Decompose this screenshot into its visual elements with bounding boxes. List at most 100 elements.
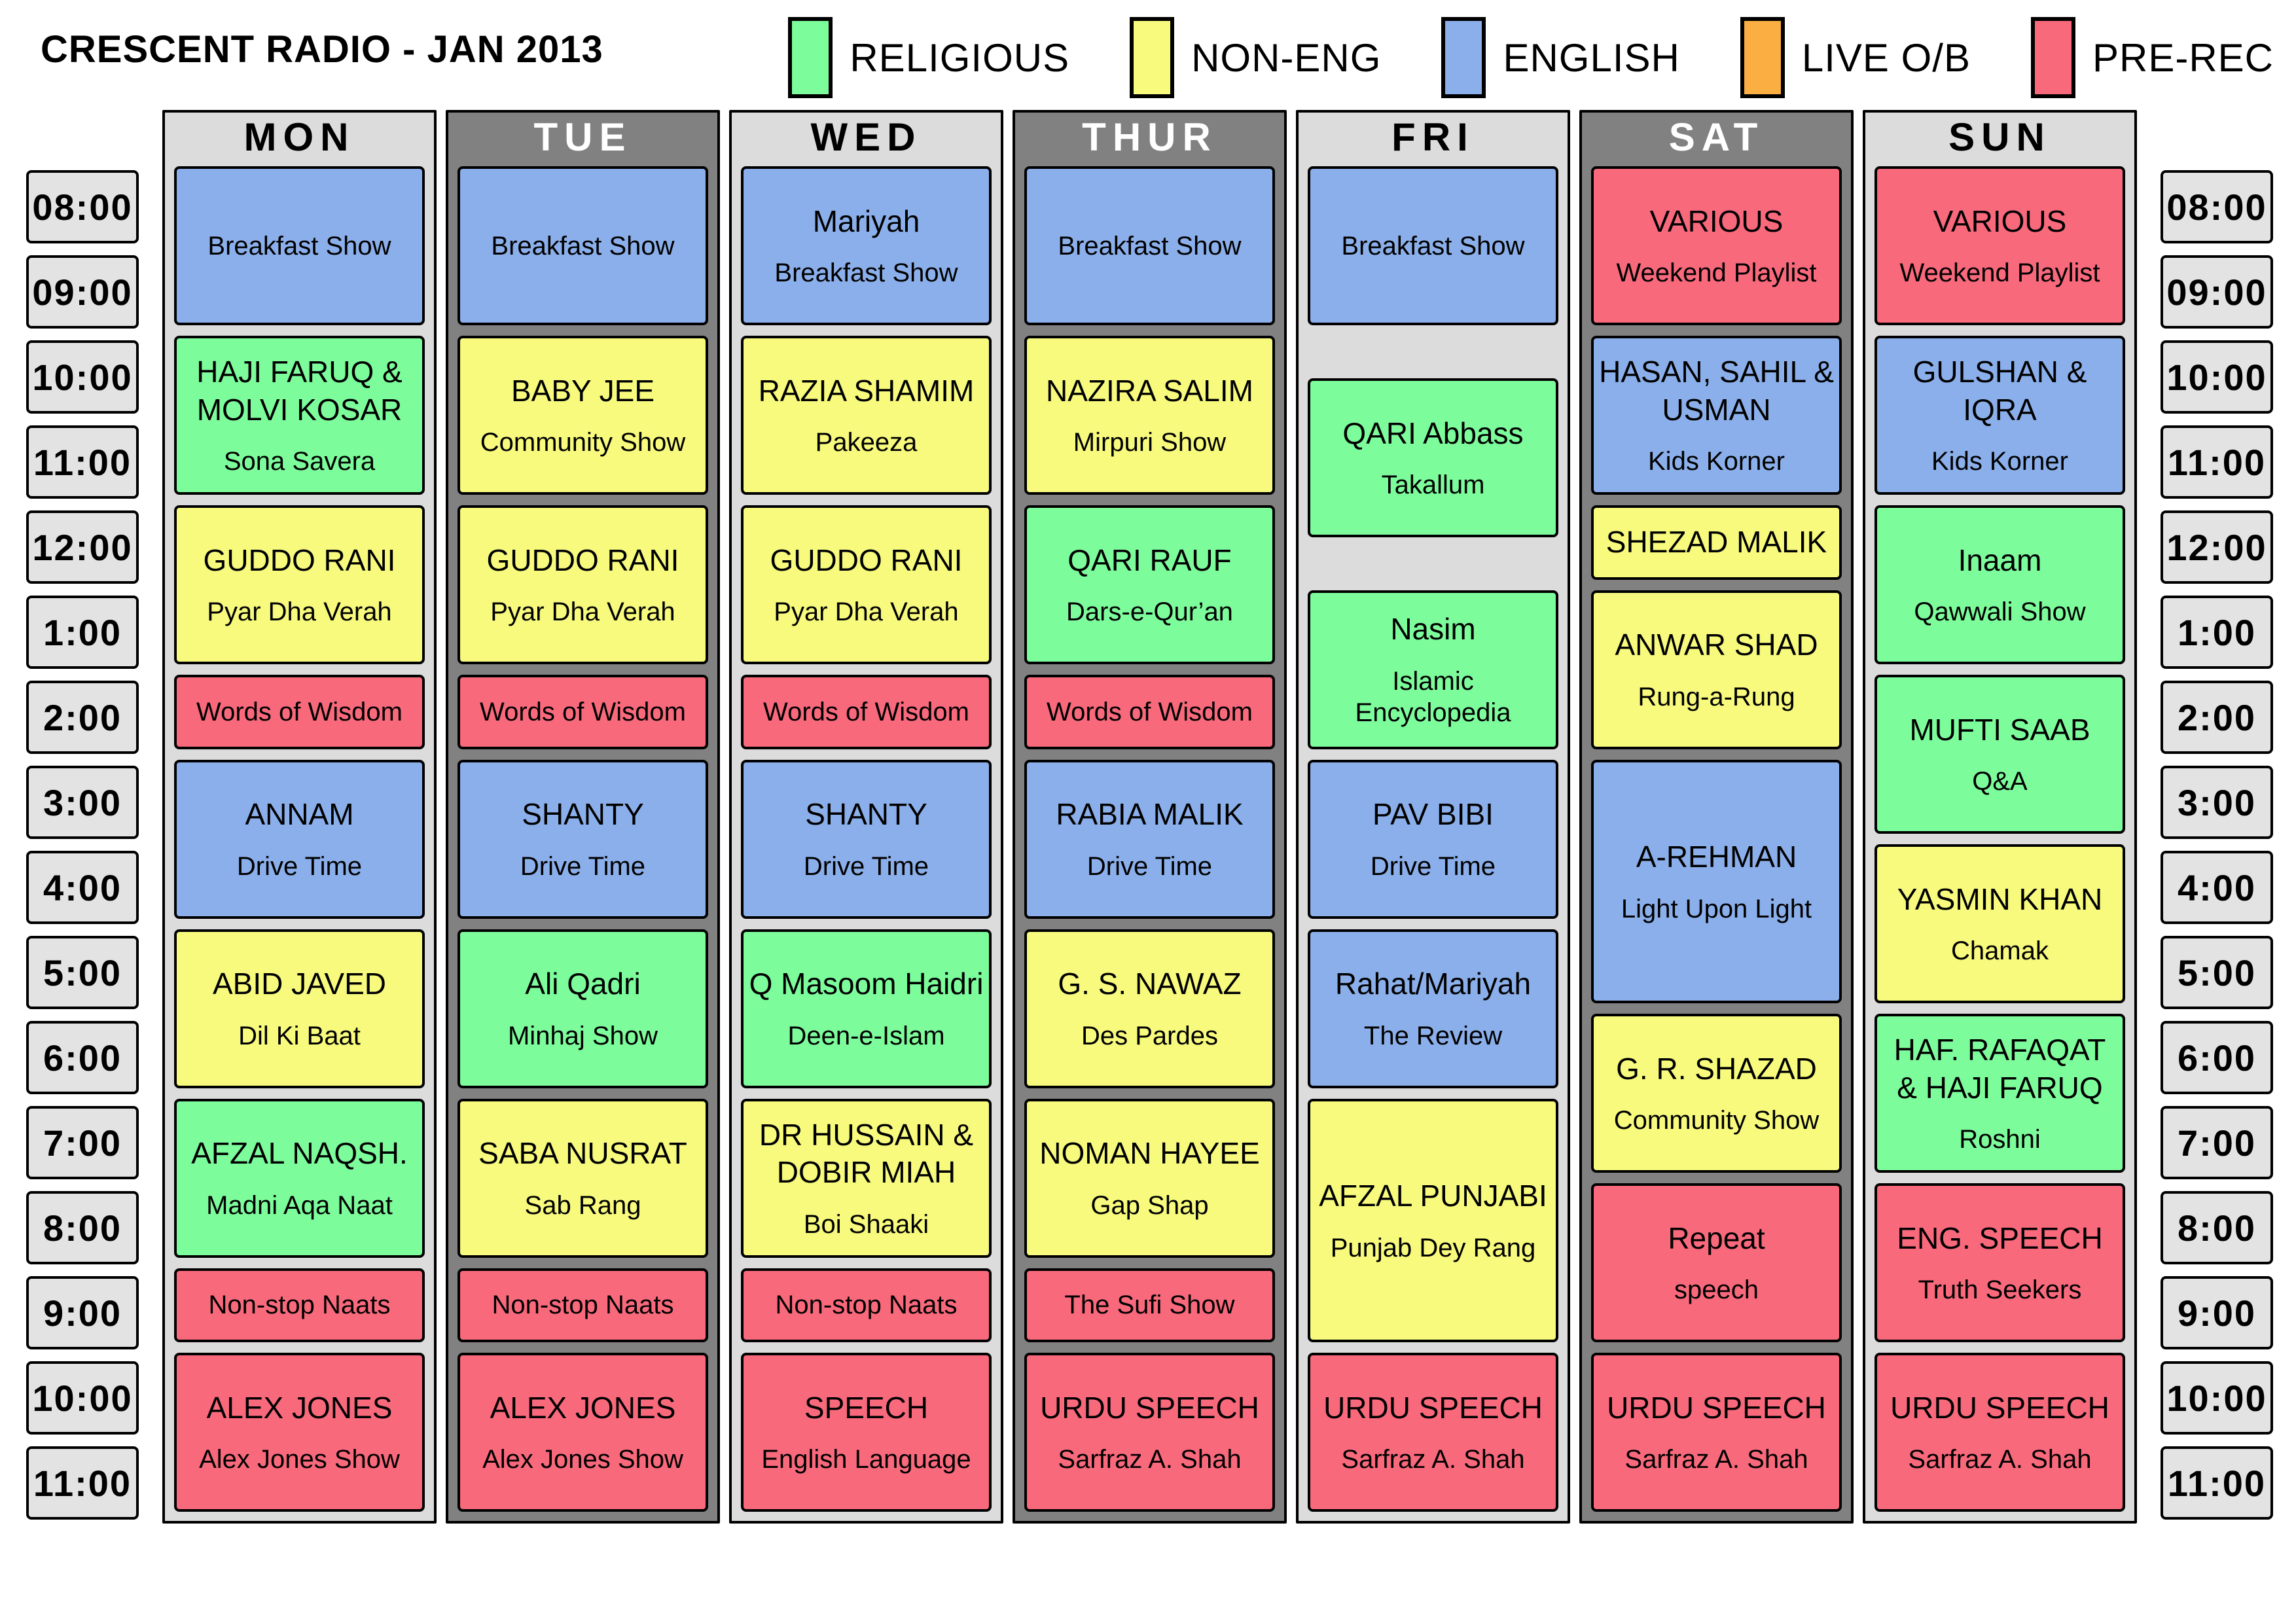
show-name: MUFTI SAAB bbox=[1909, 712, 2090, 747]
show-title: Qawwali Show bbox=[1914, 597, 2086, 627]
show-block: ALEX JONES Alex Jones Show bbox=[457, 1353, 708, 1512]
show-title: Drive Time bbox=[236, 851, 363, 881]
show-name: RAZIA SHAMIM bbox=[758, 373, 975, 408]
show-title: Minhaj Show bbox=[507, 1021, 658, 1050]
show-name: Repeat bbox=[1668, 1221, 1765, 1255]
day-slots: Mariyah Breakfast Show RAZIA SHAMIM Pakeeza… bbox=[732, 161, 1001, 1521]
show-block: NOMAN HAYEE Gap Shap bbox=[1024, 1098, 1275, 1258]
show-name: SHANTY bbox=[522, 797, 644, 832]
show-title: Takallum bbox=[1381, 471, 1485, 499]
show-block: A-REHMAN Light Upon Light bbox=[1591, 759, 1842, 1003]
show-name: ENG. SPEECH bbox=[1897, 1221, 2103, 1255]
show-title: Pyar Dha Verah bbox=[774, 597, 959, 627]
show-name: G. S. NAWAZ bbox=[1058, 967, 1242, 1001]
show-name: ANNAM bbox=[245, 797, 354, 832]
show-title: Non-stop Naats bbox=[492, 1291, 674, 1320]
show-name: ABID JAVED bbox=[213, 967, 386, 1001]
show-block: GUDDO RANI Pyar Dha Verah bbox=[457, 505, 708, 664]
legend-label: RELIGIOUS bbox=[850, 35, 1070, 80]
show-name: PAV BIBI bbox=[1372, 797, 1494, 832]
show-name: NAZIRA SALIM bbox=[1046, 373, 1253, 408]
show-block: Breakfast Show bbox=[1024, 166, 1275, 325]
time-label: 09:00 bbox=[26, 255, 139, 329]
show-title: Sarfraz A. Shah bbox=[1058, 1445, 1242, 1474]
show-block: Words of Wisdom bbox=[1024, 675, 1275, 749]
day-slots: Breakfast Show NAZIRA SALIM Mirpuri Show QA… bbox=[1015, 161, 1284, 1521]
legend-item-religious: RELIGIOUS bbox=[788, 17, 1069, 98]
time-label: 7:00 bbox=[2161, 1106, 2273, 1179]
legend-item-liveob: LIVE O/B bbox=[1740, 17, 1971, 98]
legend-label: ENGLISH bbox=[1503, 35, 1680, 80]
time-label: 11:00 bbox=[26, 1446, 139, 1520]
show-block: G. R. SHAZAD Community Show bbox=[1591, 1014, 1842, 1173]
show-name: AFZAL PUNJABI bbox=[1319, 1179, 1547, 1213]
show-name: HAF. RAFAQAT & HAJI FARUQ bbox=[1893, 1033, 2106, 1105]
religious-swatch-icon bbox=[788, 17, 833, 98]
show-name: Ali Qadri bbox=[525, 967, 641, 1001]
time-label: 8:00 bbox=[26, 1191, 139, 1264]
show-title: Words of Wisdom bbox=[196, 697, 403, 726]
show-block: Nasim Islamic Encyclopedia bbox=[1308, 590, 1558, 749]
show-title: Pakeeza bbox=[815, 428, 918, 457]
show-block: ABID JAVED Dil Ki Baat bbox=[174, 929, 425, 1088]
show-block: GUDDO RANI Pyar Dha Verah bbox=[741, 505, 992, 664]
day-header: SAT bbox=[1668, 115, 1765, 159]
show-name: Q Masoom Haidri bbox=[749, 967, 984, 1001]
day-column-mon: MON Breakfast Show HAJI FARUQ & MOLVI KOSA… bbox=[162, 110, 437, 1524]
show-name: YASMIN KHAN bbox=[1897, 882, 2103, 916]
show-title: Non-stop Naats bbox=[208, 1291, 391, 1320]
show-title: Pyar Dha Verah bbox=[207, 597, 392, 627]
time-label: 2:00 bbox=[2161, 681, 2273, 754]
show-name: URDU SPEECH bbox=[1890, 1390, 2109, 1425]
show-block: SHEZAD MALIK bbox=[1591, 505, 1842, 580]
show-name: BABY JEE bbox=[511, 373, 655, 408]
show-block: MUFTI SAAB Q&A bbox=[1874, 675, 2125, 834]
show-block: Non-stop Naats bbox=[741, 1268, 992, 1342]
time-label: 12:00 bbox=[26, 510, 139, 584]
show-block: Non-stop Naats bbox=[457, 1268, 708, 1342]
show-name: AFZAL NAQSH. bbox=[191, 1136, 408, 1171]
show-block: Breakfast Show bbox=[457, 166, 708, 325]
show-block: Mariyah Breakfast Show bbox=[741, 166, 992, 325]
noneng-swatch-icon bbox=[1130, 17, 1175, 98]
show-name: GULSHAN & IQRA bbox=[1912, 355, 2087, 427]
show-block: ANNAM Drive Time bbox=[174, 759, 425, 919]
day-column-thur: THUR Breakfast Show NAZIRA SALIM Mirpuri Sh… bbox=[1013, 110, 1287, 1524]
show-name: ANWAR SHAD bbox=[1615, 628, 1818, 662]
show-name: Inaam bbox=[1958, 543, 2042, 577]
show-block: Breakfast Show bbox=[174, 166, 425, 325]
time-label: 8:00 bbox=[2161, 1191, 2273, 1264]
time-column-left: 08:00 09:00 10:00 11:00 12:00 1:00 2:00 3:00 4:0… bbox=[26, 170, 139, 1531]
legend-label: NON-ENG bbox=[1191, 35, 1382, 80]
show-title: Pyar Dha Verah bbox=[490, 597, 675, 627]
show-title: Drive Time bbox=[803, 851, 929, 881]
show-title: Kids Korner bbox=[1931, 447, 2068, 476]
show-title: Dil Ki Baat bbox=[238, 1021, 361, 1050]
time-label: 08:00 bbox=[26, 170, 139, 243]
show-title: English Language bbox=[761, 1445, 971, 1474]
show-block: PAV BIBI Drive Time bbox=[1308, 759, 1558, 919]
show-title: Punjab Dey Rang bbox=[1330, 1233, 1536, 1262]
time-label: 5:00 bbox=[2161, 936, 2273, 1009]
show-block: Repeat speech bbox=[1591, 1183, 1842, 1342]
show-title: Words of Wisdom bbox=[480, 697, 686, 726]
english-swatch-icon bbox=[1441, 17, 1486, 98]
show-name: VARIOUS bbox=[1933, 204, 2067, 238]
show-name: SPEECH bbox=[804, 1390, 929, 1425]
legend-item-noneng: NON-ENG bbox=[1130, 17, 1381, 98]
show-title: Community Show bbox=[1613, 1106, 1820, 1135]
show-block: GULSHAN & IQRA Kids Korner bbox=[1874, 336, 2125, 495]
show-block: Words of Wisdom bbox=[741, 675, 992, 749]
show-block: VARIOUS Weekend Playlist bbox=[1874, 166, 2125, 325]
time-label: 1:00 bbox=[2161, 596, 2273, 669]
day-column-sun: SUN VARIOUS Weekend Playlist GULSHAN & IQRA… bbox=[1863, 110, 2137, 1524]
show-title: The Review bbox=[1363, 1021, 1503, 1050]
time-label: 6:00 bbox=[26, 1021, 139, 1094]
time-label: 12:00 bbox=[2161, 510, 2273, 584]
show-name: G. R. SHAZAD bbox=[1616, 1051, 1817, 1086]
show-title: Islamic Encyclopedia bbox=[1355, 666, 1511, 727]
show-block: RAZIA SHAMIM Pakeeza bbox=[741, 336, 992, 495]
show-block: HAF. RAFAQAT & HAJI FARUQ Roshni bbox=[1874, 1014, 2125, 1173]
show-name: RABIA MALIK bbox=[1056, 797, 1244, 832]
show-block: Breakfast Show bbox=[1308, 166, 1558, 325]
